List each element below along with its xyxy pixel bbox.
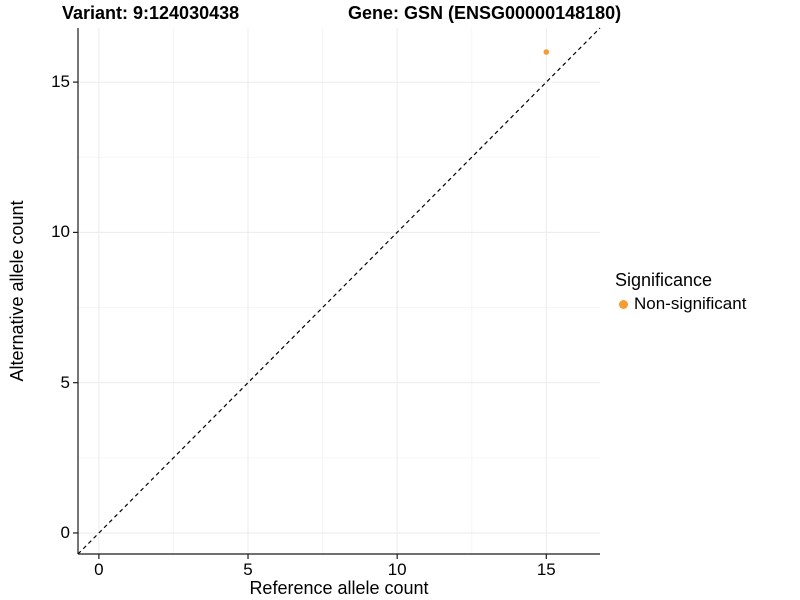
y-tick-label: 0 [60, 522, 70, 542]
y-axis-title: Alternative allele count [7, 200, 27, 382]
variant-title: Variant: 9:124030438 [62, 3, 240, 23]
legend-key [615, 296, 632, 313]
legend-item: Non-significant [615, 294, 746, 314]
y-tick-label: 5 [60, 372, 70, 392]
legend: Significance Non-significant [615, 269, 746, 314]
legend-title: Significance [615, 270, 713, 290]
x-tick-label: 0 [94, 560, 104, 579]
point-icon [619, 299, 628, 309]
identity-dashed-line [77, 27, 601, 555]
x-tick-label: 5 [243, 560, 253, 579]
x-tick-label: 10 [387, 560, 407, 579]
y-tick-label: 10 [51, 222, 70, 242]
data-point [543, 49, 550, 55]
y-tick-label: 15 [51, 72, 70, 92]
legend-item-label: Non-significant [634, 294, 747, 313]
x-axis-title: Reference allele count [249, 578, 429, 598]
gene-title: Gene: GSN (ENSG00000148180) [348, 3, 622, 23]
x-tick-label: 15 [536, 560, 556, 579]
